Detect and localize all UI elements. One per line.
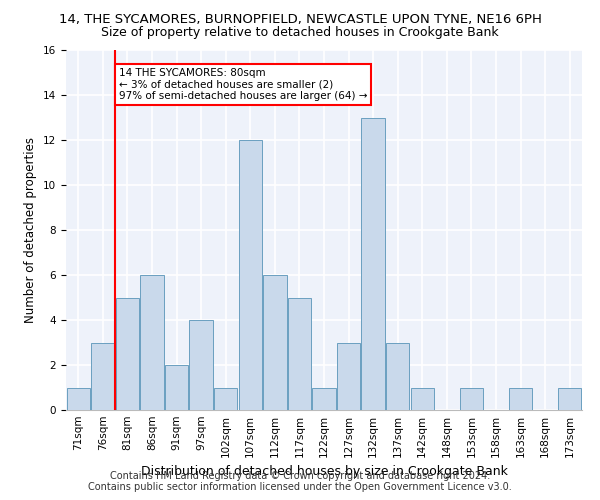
Text: 14 THE SYCAMORES: 80sqm
← 3% of detached houses are smaller (2)
97% of semi-deta: 14 THE SYCAMORES: 80sqm ← 3% of detached… (119, 68, 367, 101)
X-axis label: Distribution of detached houses by size in Crookgate Bank: Distribution of detached houses by size … (140, 466, 508, 478)
Bar (509, 388, 532, 410)
Bar (288, 298, 311, 410)
Bar (410, 388, 434, 410)
Text: Contains HM Land Registry data © Crown copyright and database right 2024.
Contai: Contains HM Land Registry data © Crown c… (88, 471, 512, 492)
Bar (67, 388, 90, 410)
Bar (263, 275, 287, 410)
Bar (165, 365, 188, 410)
Bar (91, 342, 115, 410)
Bar (361, 118, 385, 410)
Y-axis label: Number of detached properties: Number of detached properties (25, 137, 37, 323)
Bar (190, 320, 213, 410)
Bar (337, 342, 360, 410)
Bar (460, 388, 483, 410)
Bar (313, 388, 335, 410)
Bar (116, 298, 139, 410)
Bar (214, 388, 238, 410)
Bar (140, 275, 164, 410)
Bar (386, 342, 409, 410)
Text: 14, THE SYCAMORES, BURNOPFIELD, NEWCASTLE UPON TYNE, NE16 6PH: 14, THE SYCAMORES, BURNOPFIELD, NEWCASTL… (59, 12, 541, 26)
Bar (239, 140, 262, 410)
Bar (558, 388, 581, 410)
Text: Size of property relative to detached houses in Crookgate Bank: Size of property relative to detached ho… (101, 26, 499, 39)
